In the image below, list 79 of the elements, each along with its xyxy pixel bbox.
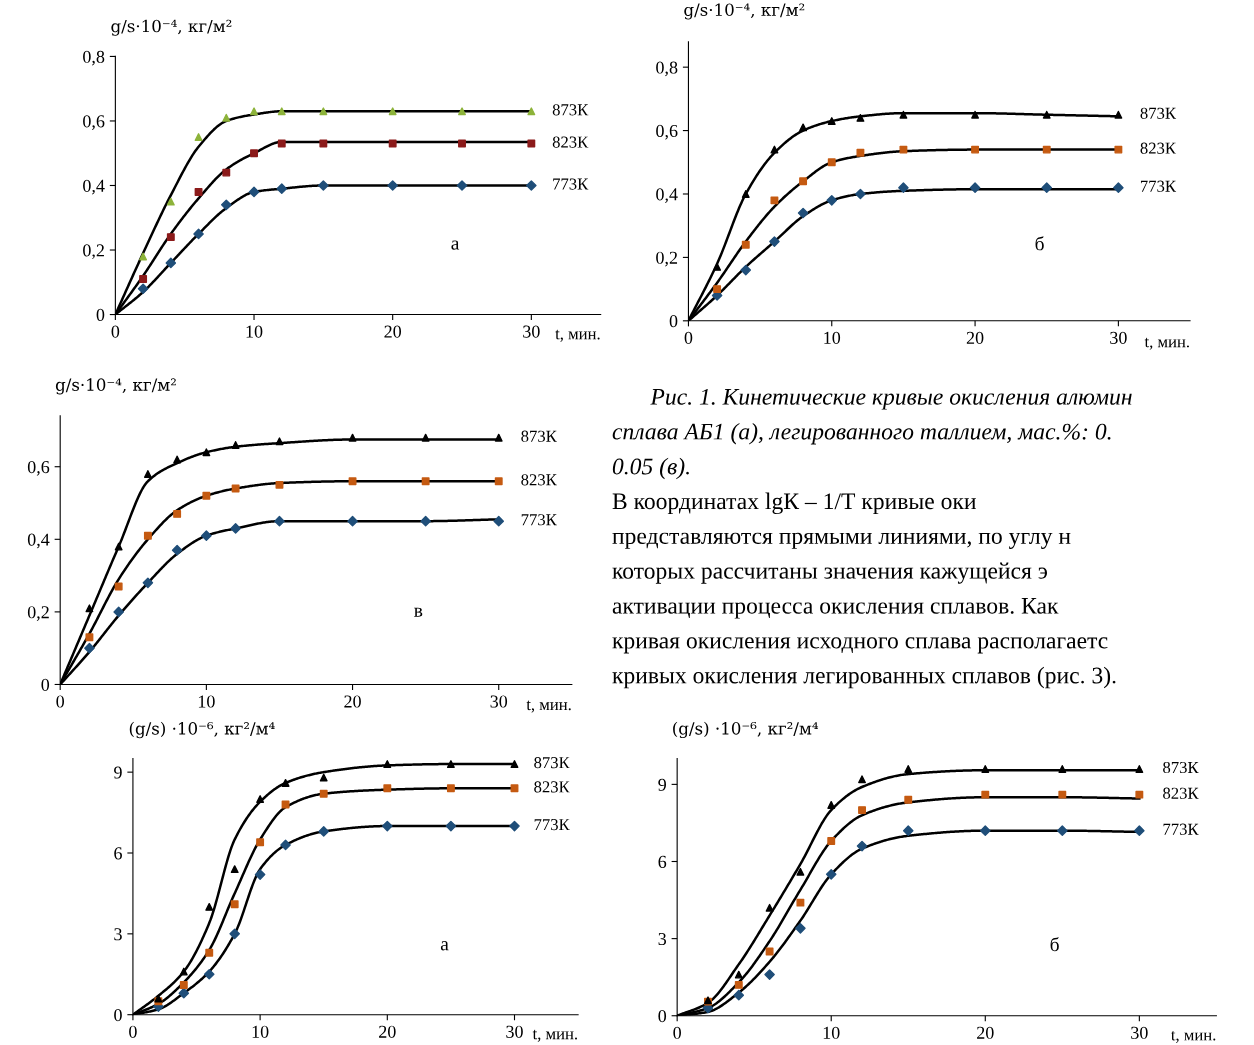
y-tick-label: 6: [114, 847, 122, 860]
x-axis-title: t, мин.: [526, 700, 571, 713]
x-axis-title: t, мин.: [532, 1029, 577, 1042]
series-label: 823К: [521, 474, 557, 486]
text: сплава АБ1 (а), легированного таллием, мас.%: 0.: [612, 422, 1111, 445]
x-tick-label: 10: [824, 331, 841, 344]
y-tick-label: 0: [658, 1010, 667, 1023]
x-axis-title: t, мин.: [1144, 337, 1189, 350]
annotation: б: [1035, 236, 1044, 251]
x-tick-label: 30: [523, 325, 540, 338]
series-label: 823К: [1163, 787, 1199, 799]
x-tick-label: 30: [1131, 1026, 1148, 1039]
y-tick-label: 0,2: [83, 244, 104, 260]
x-axis-title: t, мин.: [1171, 1030, 1216, 1043]
x-tick-label: 20: [384, 325, 402, 338]
annotation: а: [451, 240, 460, 250]
series-label: 773К: [1163, 823, 1199, 835]
series-label: 773К: [1140, 180, 1177, 192]
y-tick-label: 0: [669, 315, 678, 328]
y-tick-label: 9: [658, 778, 666, 791]
annotation: а: [440, 941, 449, 951]
y-tick-label: 0,6: [83, 115, 105, 130]
text: В координатах lgК – 1/Т кривые оки: [612, 492, 976, 515]
y-tick-label: 6: [658, 855, 667, 868]
y-tick-label: 0,2: [27, 606, 49, 621]
y-tick-label: 0,6: [27, 460, 50, 476]
y-tick-label: 0,2: [656, 251, 678, 267]
series-label: 773К: [553, 178, 589, 190]
annotation: в: [414, 607, 423, 617]
series-label: 823К: [552, 136, 589, 148]
y-axis-title: g/s·10⁻⁴, кг/м²: [55, 378, 176, 395]
x-tick-label: 10: [252, 1025, 269, 1038]
y-tick-label: 0,6: [656, 124, 678, 140]
annotation: б: [1050, 937, 1059, 952]
x-tick-label: 30: [506, 1025, 523, 1038]
y-axis-title: (g/s) ·10⁻⁶, кг²/м⁴: [129, 721, 275, 739]
y-tick-label: 0,4: [656, 188, 678, 204]
y-tick-label: 0,4: [27, 533, 50, 549]
x-axis-title: t, мин.: [555, 329, 600, 342]
series-label: 873К: [552, 104, 589, 116]
x-tick-label: 20: [966, 331, 984, 344]
x-tick-label: 0: [56, 695, 65, 708]
text: которых рассчитаны значения кажущейся э: [612, 562, 1048, 584]
text: представляются прямыми линиями, по углу н: [612, 532, 1071, 549]
y-tick-label: 0: [114, 1008, 122, 1022]
x-tick-label: 10: [246, 325, 263, 338]
y-tick-label: 3: [114, 928, 122, 941]
y-tick-label: 0,8: [83, 50, 105, 66]
series-label: 873К: [521, 430, 557, 442]
series-label: 773К: [534, 819, 570, 831]
y-tick-label: 3: [658, 932, 667, 946]
series-label: 823К: [534, 781, 570, 793]
x-tick-label: 20: [379, 1025, 396, 1038]
y-axis-title: (g/s) ·10⁻⁶, кг²/м⁴: [673, 721, 819, 739]
text: 0.05 (в).: [612, 457, 689, 480]
series-label: 873К: [1140, 107, 1177, 119]
x-tick-label: 10: [198, 695, 215, 708]
y-tick-label: 0: [41, 678, 50, 691]
y-tick-label: 0: [96, 308, 105, 321]
text: кривая окисления исходного сплава располагаетс: [612, 637, 1108, 654]
series-label: 773К: [521, 514, 557, 526]
x-tick-label: 30: [490, 695, 508, 708]
y-tick-label: 0,4: [83, 179, 105, 195]
y-tick-label: 9: [114, 766, 122, 779]
y-axis-title: g/s·10⁻⁴, кг/м²: [684, 3, 805, 20]
text: кривых окисления легированных сплавов (рис. 3).: [612, 666, 1116, 689]
x-tick-label: 0: [684, 331, 693, 344]
text: активации процесса окисления сплавов. Как: [612, 598, 1059, 619]
y-axis-title: g/s·10⁻⁴, кг/м²: [111, 19, 232, 36]
series-label: 873К: [534, 756, 570, 769]
x-tick-label: 20: [344, 695, 361, 708]
series-label: 823К: [1140, 142, 1177, 154]
x-tick-label: 10: [823, 1026, 840, 1039]
x-tick-label: 20: [977, 1026, 994, 1039]
y-tick-label: 0,8: [656, 61, 678, 77]
text: Рис. 1. Кинетические кривые окисления алюмин: [650, 388, 1132, 410]
x-tick-label: 30: [1110, 331, 1127, 344]
x-tick-label: 0: [129, 1025, 137, 1038]
series-label: 873К: [1163, 761, 1199, 774]
